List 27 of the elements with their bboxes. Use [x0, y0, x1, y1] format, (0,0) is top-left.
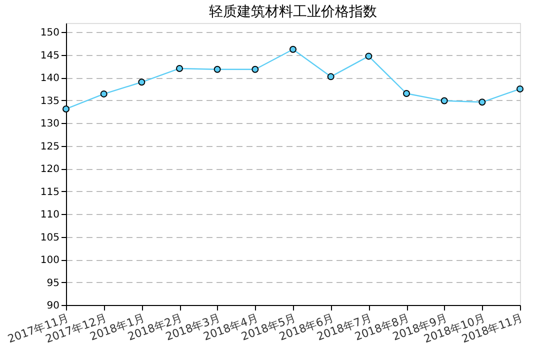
point	[138, 78, 146, 86]
y-tick-label: 100	[40, 255, 60, 266]
point	[403, 90, 410, 97]
point	[214, 66, 221, 73]
point	[327, 73, 334, 80]
point	[252, 66, 259, 73]
y-tick-label: 150	[40, 28, 60, 39]
y-tick-label: 105	[40, 232, 60, 244]
point	[478, 98, 486, 106]
y-tick-label: 140	[40, 73, 60, 84]
chart-title: 轻质建筑材料工业价格指数	[209, 4, 377, 20]
y-tick-label: 90	[46, 300, 60, 312]
y-tick-label: 120	[40, 164, 60, 176]
y-tick-label: 110	[40, 210, 60, 221]
y-tick-label: 130	[40, 118, 60, 130]
y-tick-label: 125	[40, 141, 60, 152]
y-tick-label: 135	[40, 96, 60, 107]
point	[62, 105, 70, 112]
y-tick-label: 115	[40, 186, 60, 198]
y-tick-label: 95	[46, 278, 60, 289]
point	[176, 64, 183, 72]
point	[290, 46, 296, 53]
point	[100, 90, 108, 98]
y-tick-label: 145	[40, 50, 60, 62]
point	[516, 85, 524, 92]
point	[365, 52, 372, 60]
point	[440, 97, 448, 104]
